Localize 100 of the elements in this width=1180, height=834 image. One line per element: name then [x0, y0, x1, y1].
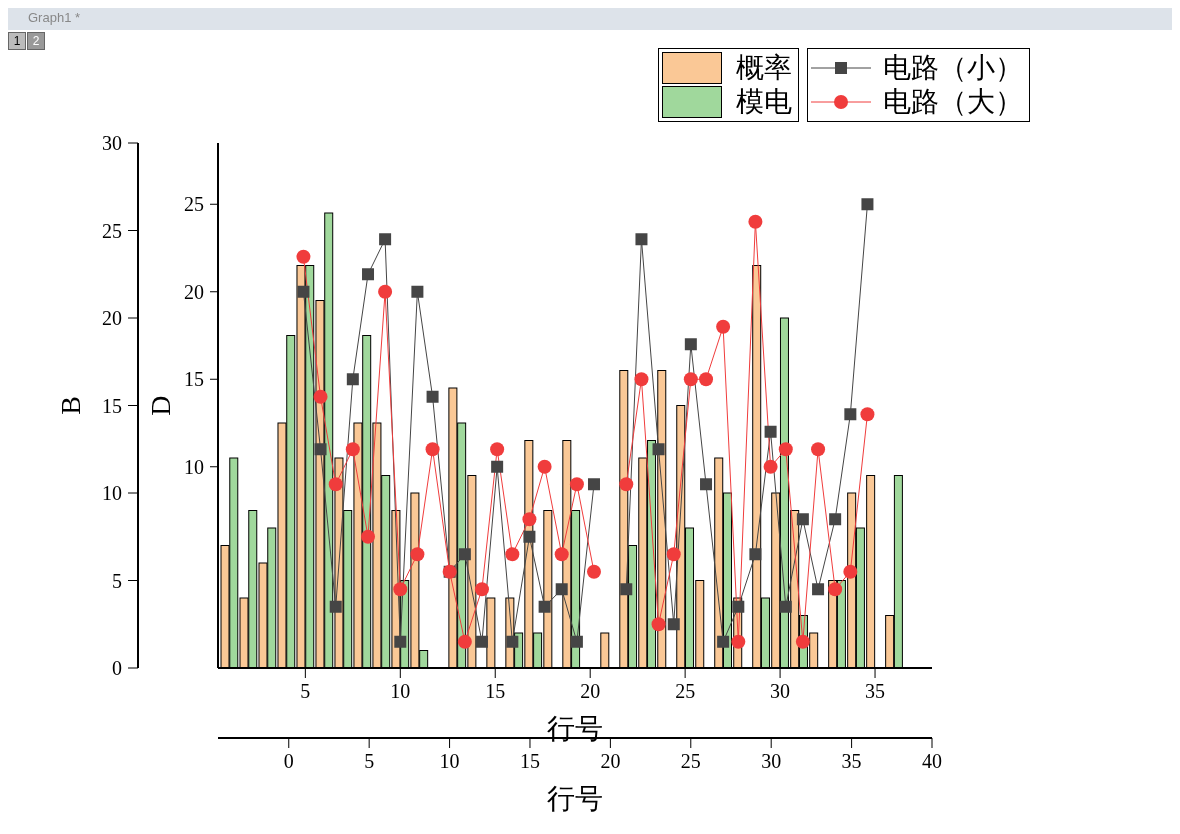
point [731, 634, 746, 649]
y-tick-label: 15 [102, 394, 122, 417]
x2-tick-label: 0 [283, 750, 294, 773]
point [619, 477, 634, 492]
point [458, 548, 471, 561]
point [828, 582, 843, 597]
y-tick-label: 25 [102, 219, 122, 242]
point [328, 477, 343, 492]
point [861, 198, 874, 211]
y-tick-label: 30 [102, 132, 122, 155]
y2-tick-label: 10 [184, 455, 204, 478]
point [474, 582, 489, 597]
point [667, 618, 680, 631]
point [634, 372, 649, 387]
point [843, 564, 858, 579]
point [345, 442, 360, 457]
legend-label: 模电 [736, 85, 792, 119]
y-tick-label: 5 [112, 569, 122, 592]
x2-tick-label: 30 [761, 750, 782, 773]
x2-tick-label: 10 [439, 750, 460, 773]
point [379, 233, 392, 246]
text: 2 [27, 32, 45, 50]
point [394, 635, 407, 648]
y-axis-title: B [54, 396, 86, 415]
point [554, 547, 569, 562]
x-tick-label: 25 [675, 680, 696, 703]
x-tick-label: 20 [580, 680, 601, 703]
point [652, 443, 665, 456]
x-tick-label: 10 [390, 680, 411, 703]
x2-tick-label: 35 [841, 750, 862, 773]
point [362, 268, 375, 281]
point [587, 478, 600, 491]
y2-tick-label: 15 [184, 368, 204, 391]
point [346, 373, 359, 386]
point [829, 513, 842, 526]
caption: Graph1 * [28, 10, 81, 25]
x-tick-label: 15 [485, 680, 506, 703]
point [586, 564, 601, 579]
point [457, 634, 472, 649]
legend-label: 电路（小） [883, 51, 1023, 85]
point [523, 530, 536, 543]
point [620, 583, 633, 596]
point [732, 600, 745, 613]
legend-label: 电路（大） [883, 85, 1023, 119]
point [522, 512, 537, 527]
point [378, 284, 393, 299]
x2-tick-label: 25 [680, 750, 701, 773]
x2-tick-label: 15 [519, 750, 540, 773]
point [635, 233, 648, 246]
point [490, 442, 505, 457]
point [764, 425, 777, 438]
point [700, 478, 713, 491]
x2-tick-label: 20 [600, 750, 621, 773]
point [570, 635, 583, 648]
y-tick-label: 10 [102, 482, 122, 505]
point [537, 459, 552, 474]
point [717, 635, 730, 648]
point [538, 600, 551, 613]
point [684, 338, 697, 351]
point [666, 547, 681, 562]
point [475, 635, 488, 648]
point [393, 582, 408, 597]
y-tick-label: 0 [112, 657, 122, 680]
point [555, 583, 568, 596]
y2-tick-label: 20 [184, 280, 204, 303]
point [411, 285, 424, 298]
point [860, 407, 875, 422]
point [748, 214, 763, 229]
point [313, 389, 328, 404]
y2-axis-title: D [144, 395, 176, 416]
text: 1 [8, 32, 26, 50]
point [314, 443, 327, 456]
x-tick-label: 5 [300, 680, 311, 703]
point [683, 372, 698, 387]
point [329, 600, 342, 613]
x2-axis-title: 行号 [547, 783, 603, 814]
x-tick-label: 30 [770, 680, 791, 703]
x2-tick-label: 5 [364, 750, 375, 773]
x-tick-label: 35 [865, 680, 886, 703]
x2-tick-label: 40 [922, 750, 942, 773]
point [296, 249, 311, 264]
point [505, 547, 520, 562]
point [763, 459, 778, 474]
point [844, 408, 857, 421]
point [297, 285, 310, 298]
point [426, 390, 439, 403]
point [506, 635, 519, 648]
legend-label: 概率 [736, 51, 792, 85]
point [361, 529, 376, 544]
point [749, 548, 762, 561]
point [569, 477, 584, 492]
point [796, 513, 809, 526]
point [425, 442, 440, 457]
point [651, 617, 666, 632]
point [812, 583, 825, 596]
point [811, 442, 826, 457]
y2-tick-label: 25 [184, 193, 204, 216]
point [795, 634, 810, 649]
point [410, 547, 425, 562]
point [778, 442, 793, 457]
